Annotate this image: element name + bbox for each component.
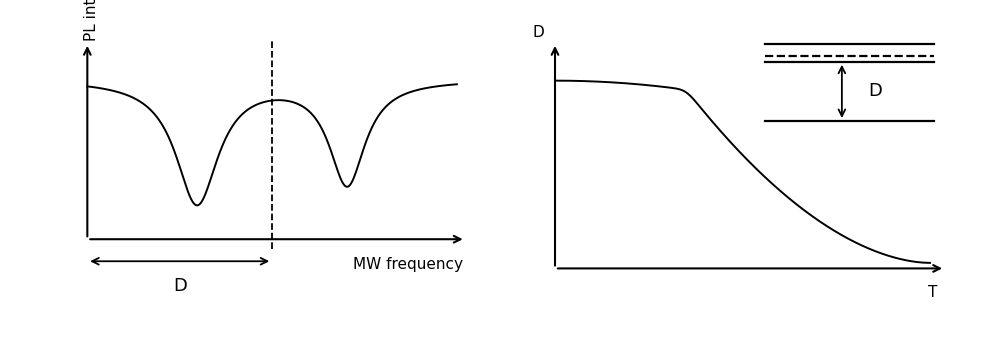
Text: D: D [173,277,187,295]
Text: PL intensity: PL intensity [84,0,99,41]
Text: D: D [532,25,544,40]
Text: D: D [868,82,882,100]
Text: T: T [928,284,938,300]
Text: MW frequency: MW frequency [353,257,463,272]
